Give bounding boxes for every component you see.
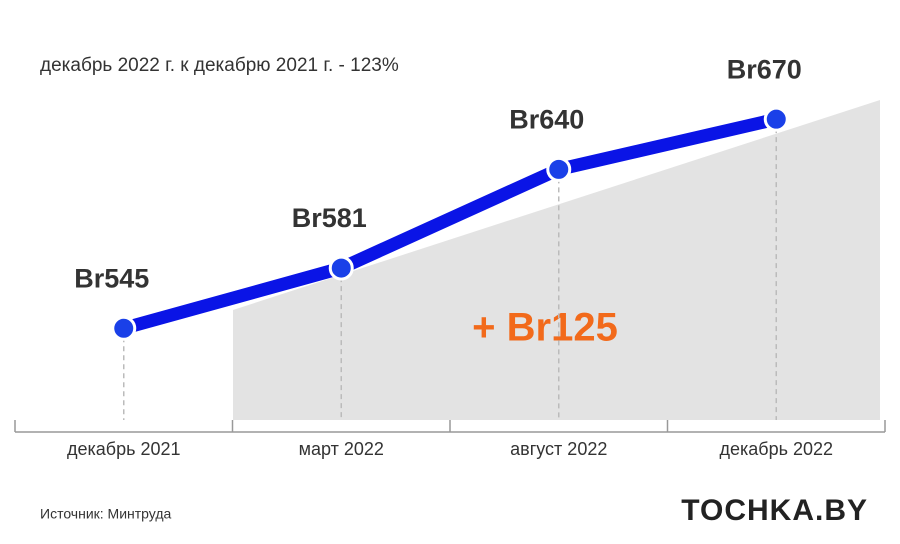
x-tick-label: декабрь 2021 — [67, 439, 181, 459]
line — [122, 112, 778, 335]
value-label: Br640 — [509, 104, 584, 134]
point — [111, 315, 137, 341]
annotation: + Br125 — [472, 306, 618, 350]
value-label: Br545 — [74, 263, 149, 293]
value-label: Br581 — [292, 203, 367, 233]
value-label: Br670 — [727, 54, 802, 84]
x-tick-label: август 2022 — [510, 439, 607, 459]
x-tick-label: март 2022 — [299, 439, 384, 459]
point — [328, 255, 354, 281]
chart-subtitle: декабрь 2022 г. к декабрю 2021 г. - 123% — [40, 55, 399, 76]
source: Источник: Минтруда — [40, 506, 172, 522]
background-area — [233, 100, 880, 420]
logo: TOCHKA.BY — [681, 494, 868, 527]
point — [546, 156, 572, 182]
x-tick-label: декабрь 2022 — [719, 439, 833, 459]
point — [763, 106, 789, 132]
